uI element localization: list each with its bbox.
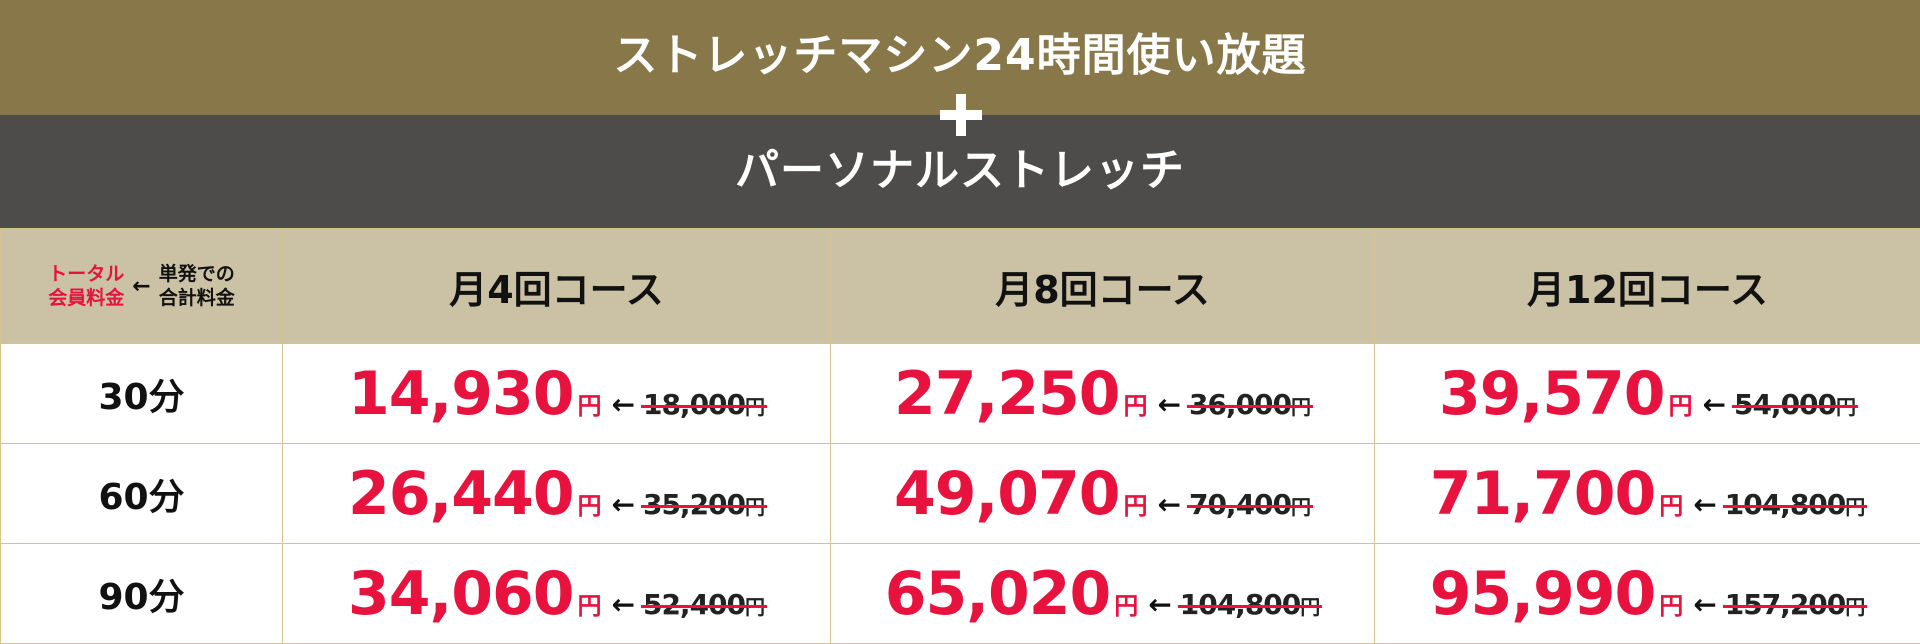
strikethrough-line	[641, 405, 767, 408]
table-header-row: トータル 会員料金 ← 単発での 合計料金 月4回コース 月8回コース 月12回…	[1, 229, 1920, 344]
yen-unit: 円	[1114, 586, 1138, 621]
plus-icon	[940, 94, 982, 136]
yen-unit: 円	[1659, 486, 1683, 521]
member-price: 71,700	[1430, 459, 1656, 529]
yen-unit: 円	[578, 486, 602, 521]
single-price: 54,000円	[1734, 388, 1856, 421]
member-price: 95,990	[1430, 559, 1656, 629]
duration-label: 90分	[1, 544, 283, 644]
arrow-left-icon: ←	[1158, 388, 1181, 421]
member-price: 34,060	[348, 559, 574, 629]
single-price: 52,400円	[643, 588, 765, 621]
member-price: 65,020	[885, 559, 1111, 629]
single-price: 70,400円	[1189, 488, 1311, 521]
strikethrough-line	[1178, 605, 1323, 608]
member-price: 27,250	[894, 359, 1120, 429]
yen-unit: 円	[578, 386, 602, 421]
course-header-12: 月12回コース	[1375, 229, 1920, 344]
member-price: 39,570	[1439, 359, 1665, 429]
strikethrough-line	[1187, 405, 1313, 408]
strikethrough-line	[1732, 405, 1858, 408]
price-table: トータル 会員料金 ← 単発での 合計料金 月4回コース 月8回コース 月12回…	[0, 228, 1920, 644]
yen-unit: 円	[1659, 586, 1683, 621]
single-price: 18,000円	[643, 388, 765, 421]
yen-unit: 円	[1669, 386, 1693, 421]
strikethrough-line	[1187, 505, 1313, 508]
arrow-left-icon: ←	[1693, 488, 1716, 521]
strikethrough-line	[641, 505, 767, 508]
yen-unit: 円	[1124, 386, 1148, 421]
course-header-4: 月4回コース	[283, 229, 831, 344]
arrow-left-icon: ←	[1158, 488, 1181, 521]
single-price: 35,200円	[643, 488, 765, 521]
arrow-left-icon: ←	[612, 488, 635, 521]
strikethrough-line	[1723, 505, 1868, 508]
duration-label: 30分	[1, 344, 283, 444]
yen-unit: 円	[1124, 486, 1148, 521]
course-header-8: 月8回コース	[831, 229, 1375, 344]
member-price: 26,440	[348, 459, 574, 529]
member-price: 14,930	[348, 359, 574, 429]
corner-legend: トータル 会員料金 ← 単発での 合計料金	[1, 229, 283, 344]
single-price: 157,200円	[1725, 588, 1866, 621]
duration-label: 60分	[1, 444, 283, 544]
single-price: 104,800円	[1180, 588, 1321, 621]
arrow-left-icon: ←	[1693, 588, 1716, 621]
member-price-legend: トータル 会員料金	[48, 262, 124, 310]
arrow-left-icon: ←	[612, 588, 635, 621]
arrow-left-icon: ←	[1703, 388, 1726, 421]
plan-title-personal: パーソナルストレッチ	[0, 143, 1920, 199]
arrow-left-icon: ←	[1148, 588, 1171, 621]
member-price: 49,070	[894, 459, 1120, 529]
arrow-left-icon: ←	[612, 388, 635, 421]
arrow-left-icon: ←	[132, 274, 150, 299]
single-price-legend: 単発での 合計料金	[159, 262, 235, 310]
single-price: 36,000円	[1189, 388, 1311, 421]
yen-unit: 円	[578, 586, 602, 621]
plan-title-machine: ストレッチマシン24時間使い放題	[0, 28, 1920, 84]
strikethrough-line	[641, 605, 767, 608]
single-price: 104,800円	[1725, 488, 1866, 521]
strikethrough-line	[1723, 605, 1868, 608]
